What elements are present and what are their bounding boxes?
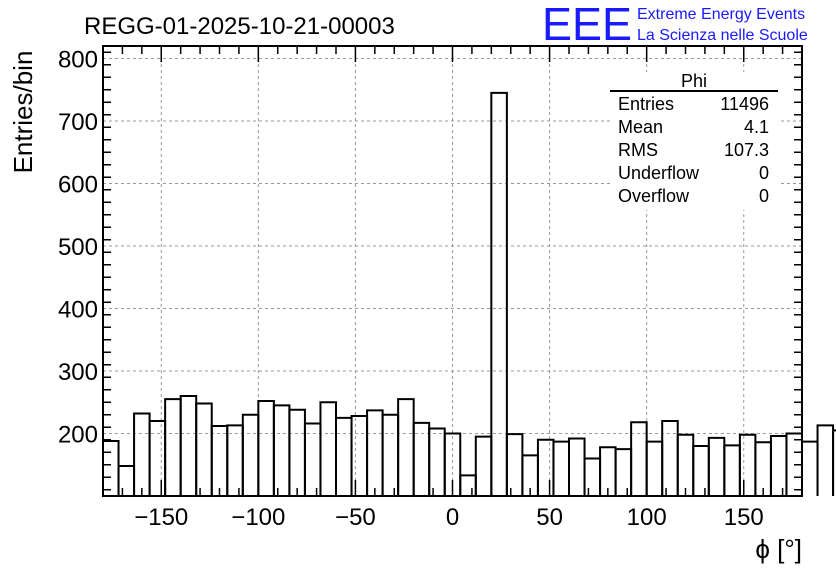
histogram-bin — [692, 445, 710, 496]
y-tick-label: 400 — [58, 297, 98, 324]
histogram-bin — [257, 400, 275, 496]
x-tick-label: 150 — [724, 504, 764, 531]
stats-title: Phi — [681, 71, 707, 91]
plot-frame — [102, 45, 803, 497]
y-tick-labels: 200 300 400 500 600 700 800 — [58, 47, 98, 449]
histogram-bin — [769, 435, 788, 496]
histogram-bin — [102, 440, 120, 496]
stats-value-mean: 4.1 — [744, 117, 769, 137]
stats-box: Phi Entries 11496 Mean 4.1 RMS 107.3 Und… — [610, 71, 778, 210]
stats-label-mean: Mean — [618, 117, 663, 137]
histogram-bin — [707, 436, 726, 496]
histogram-bin — [723, 444, 741, 496]
y-tick-label: 700 — [58, 109, 98, 136]
histogram-bin — [210, 425, 229, 496]
stats-label-underflow: Underflow — [618, 163, 700, 183]
histogram-bin — [428, 427, 446, 496]
histogram-bin — [645, 440, 664, 496]
y-axis-title: Entries/bin — [8, 51, 38, 174]
histogram-bin — [661, 420, 679, 496]
histogram-bin — [801, 440, 819, 496]
histogram-bin — [505, 433, 524, 496]
x-tick-label: −150 — [134, 504, 188, 531]
histogram-bin — [303, 422, 322, 496]
y-tick-label: 600 — [58, 172, 98, 199]
x-tick-label: −50 — [335, 504, 376, 531]
y-tick-label: 300 — [58, 359, 98, 386]
stats-box-background — [610, 72, 778, 210]
histogram-bin — [676, 433, 695, 496]
histogram-bin — [272, 404, 291, 496]
histogram-bin — [568, 437, 586, 496]
stats-label-entries: Entries — [618, 94, 674, 114]
stats-value-overflow: 0 — [759, 186, 769, 206]
histogram-bin — [241, 413, 260, 496]
x-tick-label: 0 — [446, 504, 459, 531]
histogram-bin — [117, 465, 136, 496]
histogram-bin — [738, 433, 757, 496]
x-axis-title: ϕ [°] — [755, 534, 802, 564]
logo-line1: Extreme Energy Events — [637, 6, 805, 23]
histogram-bin — [754, 441, 772, 496]
stats-label-overflow: Overflow — [618, 186, 690, 206]
x-tick-label: −100 — [231, 504, 285, 531]
y-tick-label: 800 — [58, 47, 98, 74]
histogram-bin — [474, 435, 493, 496]
histogram-bin — [179, 395, 198, 496]
chart-title: REGG-01-2025-10-21-00003 — [84, 13, 395, 40]
histogram-bin — [226, 424, 244, 496]
stats-value-rms: 107.3 — [724, 140, 769, 160]
histogram-bin — [288, 408, 306, 496]
stats-value-underflow: 0 — [759, 163, 769, 183]
histogram-bin — [816, 424, 835, 496]
ticks-layer — [102, 46, 803, 496]
stats-label-rms: RMS — [618, 140, 658, 160]
histogram-bin — [397, 398, 415, 496]
histogram-bin — [350, 415, 369, 496]
histogram-bin — [195, 402, 213, 496]
histogram-bin — [583, 457, 602, 496]
histogram-layer — [102, 91, 836, 496]
histogram-bin — [164, 398, 182, 496]
histogram-bin — [366, 409, 384, 496]
y-tick-label: 500 — [58, 234, 98, 261]
histogram-bin — [832, 429, 836, 496]
histogram-bin — [614, 448, 633, 496]
histogram-bin — [381, 413, 400, 496]
histogram-bin — [335, 416, 353, 496]
logo-line2: La Scienza nelle Scuole — [637, 27, 808, 44]
histogram-bin — [443, 432, 462, 496]
y-tick-label: 200 — [58, 422, 98, 449]
histogram-bin — [536, 438, 555, 496]
x-tick-labels: −150 −100 −50 0 50 100 150 — [134, 504, 764, 531]
histogram-bin — [552, 440, 570, 496]
logo-mark: EEE — [542, 0, 632, 50]
stats-value-entries: 11496 — [720, 94, 769, 114]
histogram-bin — [133, 412, 151, 496]
histogram-bin — [148, 420, 167, 496]
x-tick-label: 50 — [536, 504, 563, 531]
histogram-bin — [490, 91, 508, 496]
histogram-bin — [459, 474, 477, 496]
eee-logo: EEE Extreme Energy Events La Scienza nel… — [542, 0, 808, 50]
x-tick-label: 100 — [627, 504, 667, 531]
histogram-bin — [319, 401, 337, 496]
